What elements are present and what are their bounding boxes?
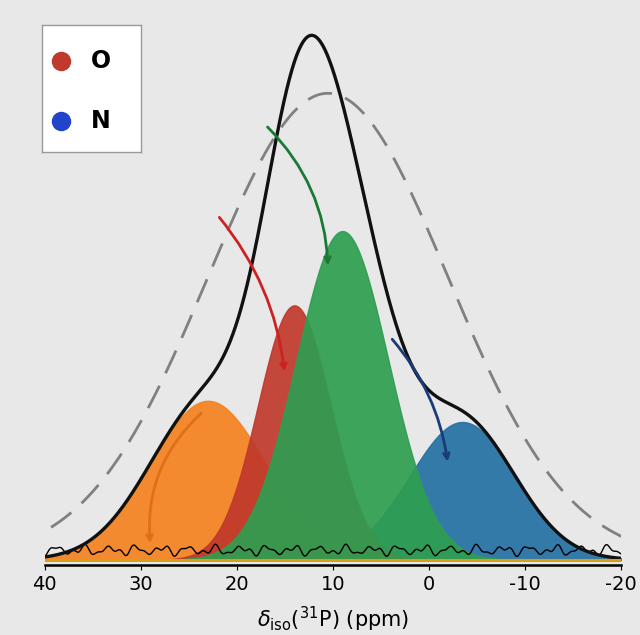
Text: N: N [92,109,111,133]
Text: O: O [92,49,111,73]
X-axis label: $\delta_{\rm iso}$($^{31}$P) (ppm): $\delta_{\rm iso}$($^{31}$P) (ppm) [257,605,409,634]
